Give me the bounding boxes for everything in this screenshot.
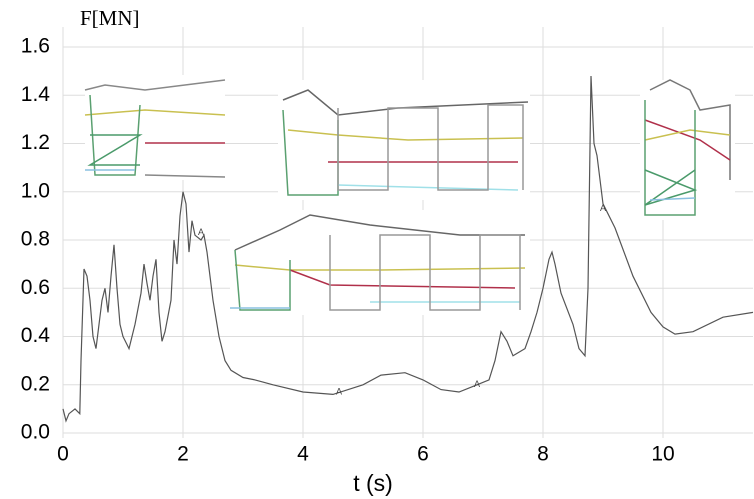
annotation: A — [198, 227, 204, 237]
inset-image — [230, 210, 530, 315]
y-tick-label: 0.0 — [21, 421, 50, 444]
annotation: A — [336, 386, 342, 396]
y-tick-label: 1.4 — [21, 83, 51, 106]
x-tick-label: 0 — [57, 443, 69, 466]
inset-image — [278, 80, 530, 200]
y-axis-label: F[MN] — [80, 6, 140, 30]
x-tick-label: 8 — [537, 443, 549, 466]
y-tick-label: 0.6 — [21, 276, 50, 299]
inset-image — [640, 80, 735, 220]
annotation: A — [474, 379, 480, 389]
y-tick-label: 0.2 — [21, 372, 50, 395]
y-tick-label: 0.8 — [21, 228, 50, 251]
inset-image — [85, 75, 225, 180]
x-axis-label: t (s) — [353, 470, 393, 496]
x-tick-label: 2 — [177, 443, 189, 466]
annotation: A — [600, 203, 606, 213]
x-tick-label: 10 — [651, 443, 674, 466]
x-tick-label: 6 — [417, 443, 429, 466]
y-tick-label: 0.4 — [21, 324, 51, 347]
chart: F[MN] t (s) 0.0 0.2 0.4 0.6 0.8 1.0 1.2 1.4 1.6 0… — [0, 0, 754, 499]
y-tick-label: 1.2 — [21, 131, 50, 154]
y-tick-label: 1.6 — [21, 35, 50, 58]
y-tick-label: 1.0 — [21, 179, 50, 202]
x-tick-label: 4 — [297, 443, 309, 466]
